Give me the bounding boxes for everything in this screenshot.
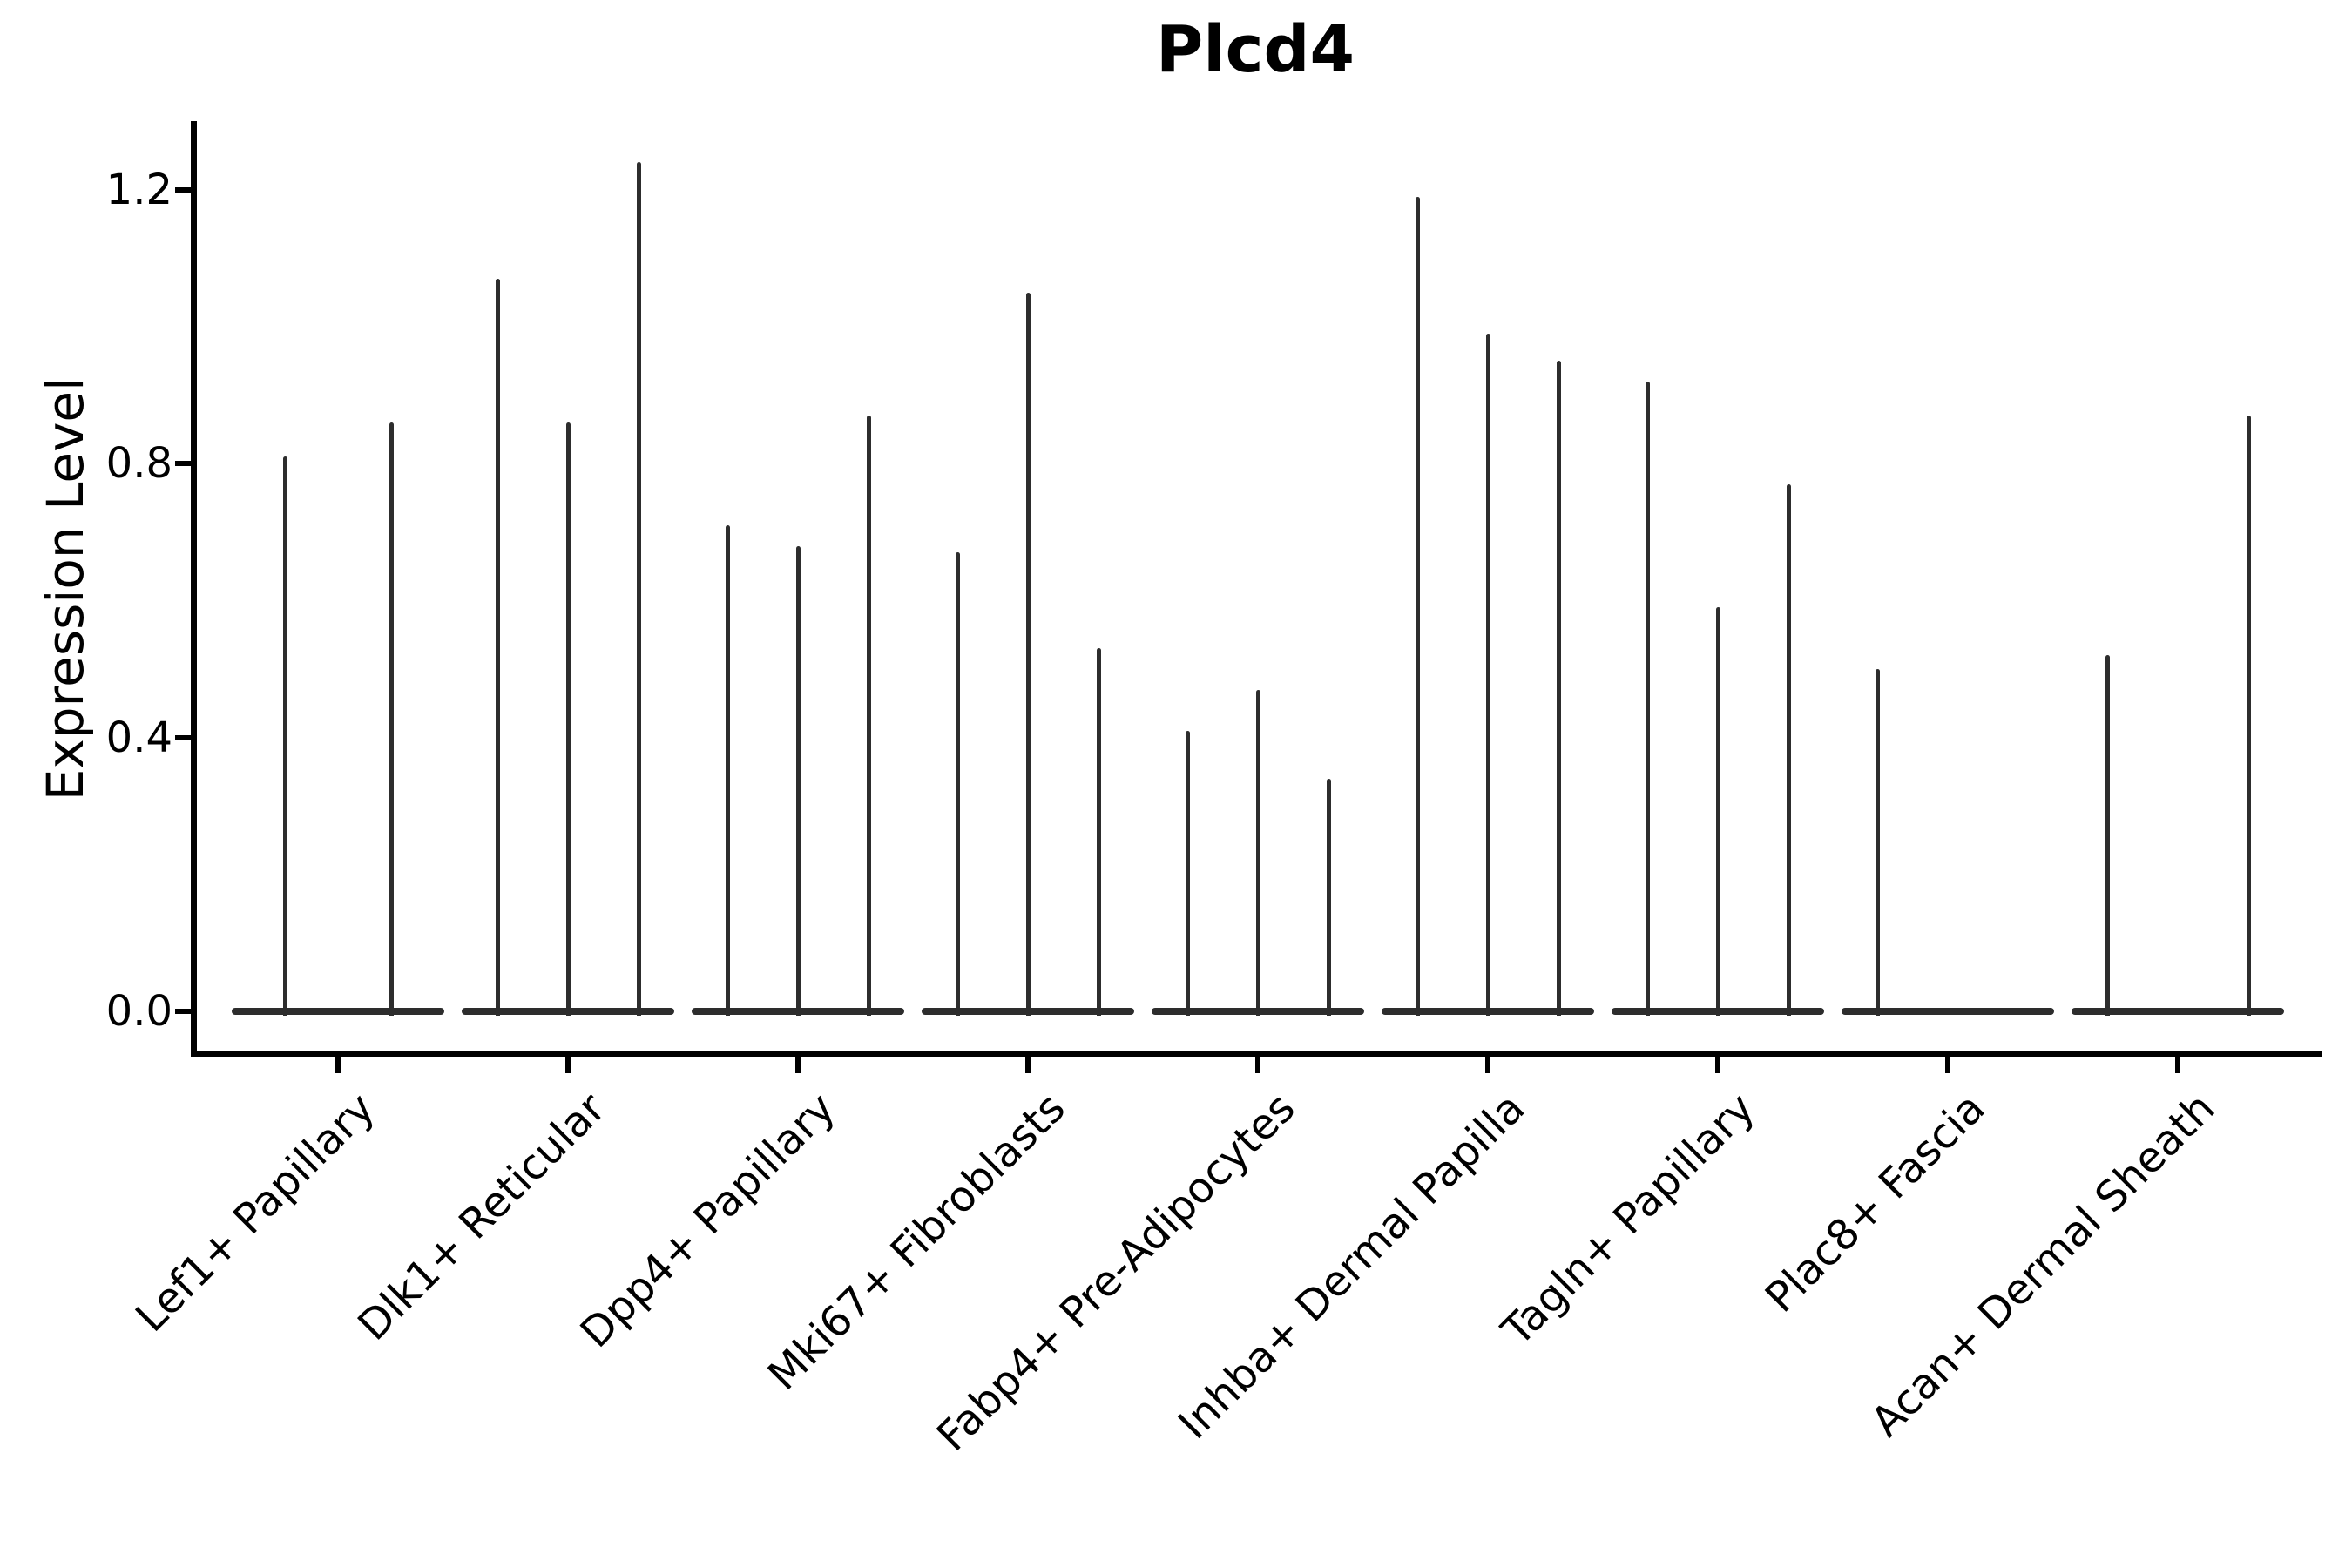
y-tick (175, 461, 192, 467)
violin-spike (726, 524, 730, 1016)
violin-spike (796, 545, 801, 1016)
x-tick (1715, 1057, 1720, 1073)
violin-spike (1876, 669, 1880, 1016)
x-tick (2175, 1057, 2180, 1073)
violin-spike (283, 456, 287, 1016)
x-tick-label: Dpp4+ Papillary (571, 1084, 845, 1358)
violin-spike (566, 422, 571, 1016)
x-tick (1255, 1057, 1260, 1073)
y-tick-label: 0.4 (105, 713, 172, 762)
y-tick (175, 1009, 192, 1014)
violin-spike (867, 416, 871, 1016)
x-tick (565, 1057, 571, 1073)
x-tick (1945, 1057, 1950, 1073)
violin-spike (1646, 381, 1650, 1016)
x-tick-label: Dlk1+ Reticular (348, 1084, 615, 1350)
x-tick (335, 1057, 341, 1073)
x-tick-label: Lef1+ Papillary (126, 1084, 385, 1342)
y-tick (175, 734, 192, 740)
violin-spike (1486, 333, 1490, 1016)
x-tick-label: Plac8+ Fascia (1756, 1084, 1995, 1322)
violin-spike (2247, 416, 2251, 1016)
violin-spike (2105, 655, 2110, 1016)
violin-spike (1256, 689, 1260, 1016)
x-tick (1025, 1057, 1031, 1073)
x-tick-label: Tagln+ Papillary (1492, 1084, 1765, 1355)
violin-spike (1026, 292, 1031, 1016)
violin-spike (1787, 483, 1791, 1016)
x-axis-spine (191, 1051, 2322, 1057)
y-tick-label: 0.0 (105, 987, 172, 1036)
violin-spike (637, 162, 641, 1016)
violin-baseline (1842, 1008, 2054, 1015)
violin-spike (389, 422, 394, 1016)
y-axis-spine (191, 121, 197, 1057)
violin-spike (1557, 361, 1561, 1016)
violin-baseline (2072, 1008, 2284, 1015)
violin-spike (1327, 778, 1331, 1016)
violin-spike (1097, 648, 1101, 1016)
chart-title: Plcd4 (1156, 12, 1355, 87)
violin-spike (496, 278, 500, 1016)
violin-baseline (232, 1008, 444, 1015)
violin-spike (956, 552, 960, 1016)
x-tick (795, 1057, 801, 1073)
violin-spike (1416, 196, 1420, 1016)
y-tick (175, 186, 192, 193)
x-tick (1485, 1057, 1490, 1073)
y-tick-label: 0.8 (105, 439, 172, 489)
violin-spike (1186, 730, 1190, 1016)
violin-spike (1716, 607, 1720, 1016)
y-tick-label: 1.2 (105, 165, 172, 214)
